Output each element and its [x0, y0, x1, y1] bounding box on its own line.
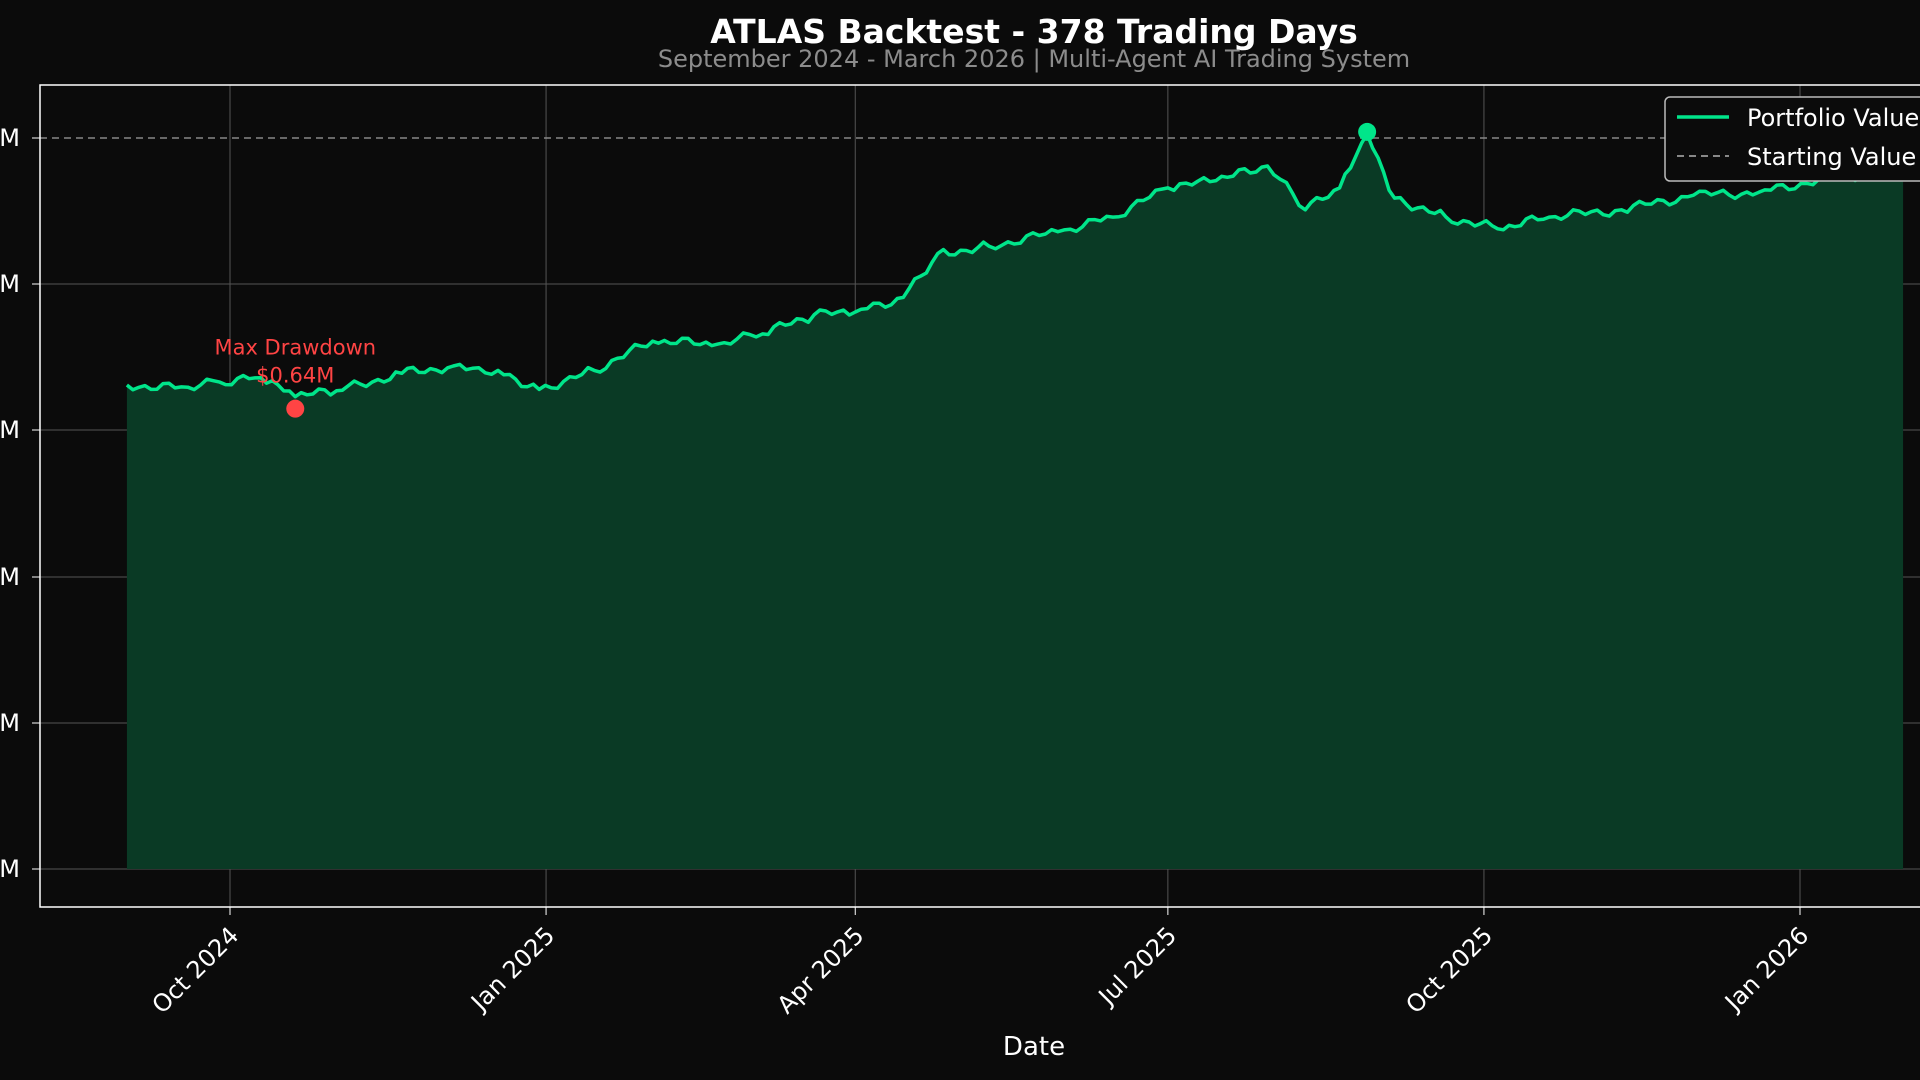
legend-starting-label: Starting Value — [1747, 143, 1916, 171]
portfolio-area-fill — [126, 133, 1904, 869]
y-tick-label: M — [0, 855, 20, 883]
chart-subtitle: September 2024 - March 2026 | Multi-Agen… — [658, 45, 1410, 73]
max-drawdown-value: $0.64M — [256, 364, 334, 388]
y-axis-ticks: M M M M M M — [0, 124, 40, 883]
plot-frame — [39, 84, 1920, 908]
chart-title: ATLAS Backtest - 378 Trading Days — [710, 12, 1358, 51]
max-drawdown-label: Max Drawdown — [214, 336, 376, 360]
portfolio-value-line — [125, 132, 1904, 399]
legend-portfolio-label: Portfolio Value — [1747, 104, 1919, 132]
max-drawdown-marker — [286, 399, 305, 418]
y-tick-label: M — [0, 270, 20, 298]
y-tick-label: M — [0, 563, 20, 591]
y-tick-label: M — [0, 124, 20, 152]
y-tick-label: M — [0, 709, 20, 737]
peak-marker — [1358, 122, 1377, 141]
x-axis-label: Date — [1003, 1032, 1065, 1062]
legend: Portfolio Value Starting Value — [1664, 96, 1920, 182]
y-tick-label: M — [0, 416, 20, 444]
